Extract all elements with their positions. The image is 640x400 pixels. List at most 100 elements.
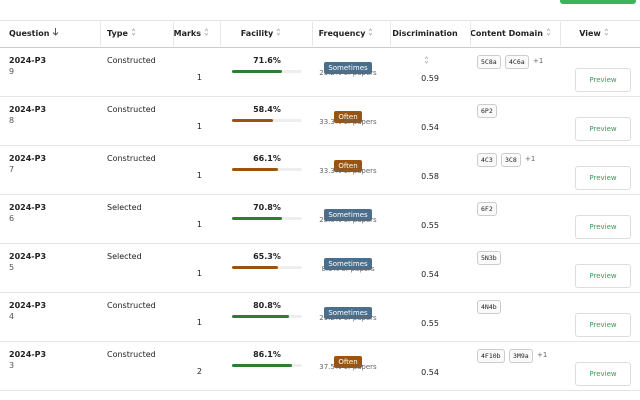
facility-label: 66.1% [253,154,281,163]
column-header[interactable]: View [560,20,628,48]
domain-tag: 4C3 [477,153,497,167]
preview-button[interactable]: Preview [575,166,631,190]
row-border [0,341,640,342]
frequency-cell: Sometimes [312,55,384,74]
domain-tag: 3C8 [501,153,521,167]
column-header-text: Facility [240,29,274,38]
column-separator [470,22,471,46]
preview-button[interactable]: Preview [575,264,631,288]
marks: 2 [196,367,202,376]
sort-icon[interactable] [546,20,551,48]
preview-button[interactable]: Preview [575,117,631,141]
frequency-cell: Sometimes [312,300,384,319]
question-id: 2024-P3 [9,154,47,163]
discrimination: 0.58 [421,172,439,181]
question-id: 2024-P3 [9,105,47,114]
column-separator [560,22,561,46]
column-header[interactable]: Marks [173,20,209,48]
paper-share: 37.5% of papers [319,363,377,371]
facility-label: 71.6% [253,56,281,65]
preview-button[interactable]: Preview [575,313,631,337]
sort-icon[interactable] [131,20,136,48]
facility-bar [232,266,278,269]
facility-label: 80.8% [253,301,281,310]
preview-button[interactable]: Preview [575,362,631,386]
domain-tag: 6F2 [477,202,497,216]
question-type: Selected [107,252,142,261]
discrimination: 0.59 [421,74,439,83]
marks: 1 [196,318,202,327]
paper-share: 29.2% of papers [319,314,377,322]
column-header[interactable]: Type [107,20,165,48]
discrimination: 0.54 [421,123,439,132]
column-header-text: Marks [173,29,201,38]
sort-icon[interactable] [276,20,281,48]
frequency-badge: Often [334,356,362,368]
preview-button[interactable]: Preview [575,68,631,92]
row-border [0,145,640,146]
frequency-badge: Sometimes [324,258,372,270]
domain-tag: 5C8a [477,55,501,69]
domain-tag: 4F10b [477,349,505,363]
row-border [0,96,640,97]
question-number: 4 [9,312,15,321]
facility-bar [232,315,289,318]
column-header-text: Type [107,29,128,38]
frequency-badge: Sometimes [324,209,372,221]
domain-tag: 4C6a [505,55,529,69]
question-number: 3 [9,361,15,370]
column-header[interactable]: Facility [220,20,302,48]
frequency-badge: Often [334,160,362,172]
column-header[interactable]: Question [9,20,101,48]
question-type: Constructed [107,350,156,359]
domain-tag: 3M9a [509,349,533,363]
sort-icon[interactable] [52,20,59,48]
frequency-cell: Often [312,104,384,123]
facility-label: 86.1% [253,350,281,359]
marks: 1 [196,269,202,278]
question-id: 2024-P3 [9,350,47,359]
column-header-text: Frequency [318,29,366,38]
paper-share: 8.3% of papers [321,265,375,273]
column-separator [220,22,221,46]
domain-tag: 6P2 [477,104,497,118]
top-button-edge[interactable] [560,0,636,4]
column-header[interactable]: Discrimination [390,20,460,64]
facility-bar [232,364,293,367]
question-id: 2024-P3 [9,203,47,212]
frequency-badge: Sometimes [324,62,372,74]
sort-icon[interactable] [424,48,429,76]
header-top-border [0,20,640,21]
facility-label: 70.8% [253,203,281,212]
sort-icon[interactable] [368,20,373,48]
question-number: 8 [9,116,15,125]
frequency-badge: Often [334,111,362,123]
discrimination: 0.54 [421,368,439,377]
column-separator [312,22,313,46]
question-number: 9 [9,67,15,76]
facility-label: 65.3% [253,252,281,261]
discrimination: 0.54 [421,270,439,279]
row-border [0,243,640,244]
column-header[interactable]: Frequency [312,20,380,48]
question-id: 2024-P3 [9,301,47,310]
column-header-text: Question [9,29,50,38]
domain-tag: 4N4b [477,300,501,314]
frequency-badge: Sometimes [324,307,372,319]
column-separator [390,22,391,46]
frequency-cell: Sometimes [312,202,384,221]
preview-button[interactable]: Preview [575,215,631,239]
sort-icon[interactable] [604,20,609,48]
discrimination: 0.55 [421,221,439,230]
frequency-cell: Sometimes [312,251,384,270]
paper-share: 25.0% of papers [319,216,377,224]
question-number: 5 [9,263,15,272]
column-header[interactable]: Content Domain [470,20,552,48]
facility-label: 58.4% [253,105,281,114]
question-type: Constructed [107,56,156,65]
more-domains: +1 [525,155,536,163]
sort-icon[interactable] [204,20,209,48]
question-number: 6 [9,214,15,223]
more-domains: +1 [537,351,548,359]
marks: 1 [196,122,202,131]
